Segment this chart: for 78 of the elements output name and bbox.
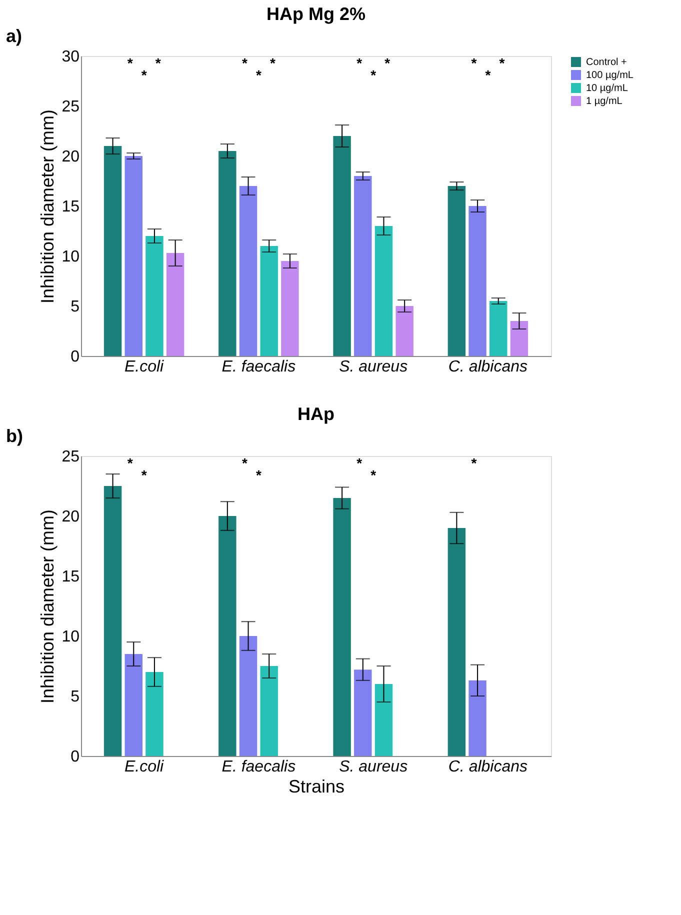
bar	[374, 684, 393, 756]
legend-label: Control +	[586, 57, 628, 68]
text: b)	[6, 426, 23, 446]
bar	[146, 672, 164, 756]
y-tick-label: 25	[62, 448, 80, 466]
y-tick-label: 5	[70, 688, 80, 706]
chart-title: HAp	[298, 404, 334, 424]
annotation: *	[141, 467, 148, 483]
y-axis-title: Inhibition diameter (mm)	[38, 509, 58, 704]
annotation: *	[270, 55, 276, 71]
annotation: *	[155, 55, 162, 71]
annotation: *	[256, 467, 262, 483]
bar	[146, 236, 164, 356]
y-tick-label: 0	[70, 348, 80, 366]
bar	[490, 301, 508, 356]
annotation: *	[242, 455, 248, 471]
x-tick-label: S. aureus	[339, 358, 408, 376]
annotation: *	[256, 67, 262, 83]
annotation: *	[370, 67, 377, 83]
text: a)	[6, 26, 22, 46]
bar	[124, 156, 142, 356]
y-axis-title: Inhibition diameter (mm)	[38, 109, 58, 304]
bar	[510, 321, 528, 356]
legend-label: 1 µg/mL	[586, 96, 623, 107]
y-tick-label: 30	[62, 48, 80, 66]
bar	[218, 516, 236, 756]
x-tick-label: C. albicans	[448, 758, 528, 776]
bar	[124, 654, 142, 756]
y-tick-label: 15	[62, 568, 80, 586]
bar	[448, 528, 466, 756]
y-tick-label: 20	[62, 508, 80, 526]
annotation: *	[471, 455, 478, 471]
bar	[333, 136, 351, 356]
y-tick-label: 0	[70, 748, 80, 766]
y-tick-label: 15	[62, 198, 80, 216]
y-tick-label: 10	[62, 628, 80, 646]
bar	[468, 680, 486, 756]
annotation: *	[141, 67, 148, 83]
bar	[166, 253, 184, 356]
legend-label: 10 µg/mL	[586, 83, 628, 94]
annotation: *	[127, 455, 134, 471]
x-tick-label: E. faecalis	[222, 758, 296, 776]
x-tick-label: E. faecalis	[222, 358, 296, 376]
annotation: *	[356, 455, 363, 471]
bar	[239, 636, 258, 756]
annotation: *	[127, 55, 134, 71]
bar	[468, 206, 486, 356]
bar	[354, 670, 372, 756]
y-tick-label: 25	[62, 98, 80, 116]
annotation: *	[485, 67, 492, 83]
bar	[104, 486, 122, 756]
y-tick-label: 20	[62, 148, 80, 166]
legend-label: 100 µg/mL	[586, 70, 634, 81]
annotation: *	[370, 467, 377, 483]
annotation: *	[499, 55, 506, 71]
bar	[281, 261, 299, 356]
bar	[354, 176, 372, 356]
bar	[218, 151, 236, 356]
x-axis-title: Strains	[288, 776, 345, 796]
bar	[448, 186, 466, 356]
annotation: *	[384, 55, 391, 71]
x-tick-label: E.coli	[124, 758, 164, 776]
bar	[260, 246, 278, 356]
x-tick-label: C. albicans	[448, 358, 528, 376]
bar	[396, 306, 414, 356]
y-tick-label: 5	[70, 298, 80, 316]
bar	[333, 498, 351, 756]
bar	[260, 666, 278, 756]
annotation: *	[471, 55, 478, 71]
chart-title: HAp Mg 2%	[266, 4, 366, 24]
bar	[239, 186, 258, 356]
x-tick-label: S. aureus	[339, 758, 408, 776]
bar	[374, 226, 393, 356]
y-tick-label: 10	[62, 248, 80, 266]
x-tick-label: E.coli	[124, 358, 164, 376]
annotation: *	[242, 55, 248, 71]
annotation: *	[356, 55, 363, 71]
bar	[104, 146, 122, 356]
